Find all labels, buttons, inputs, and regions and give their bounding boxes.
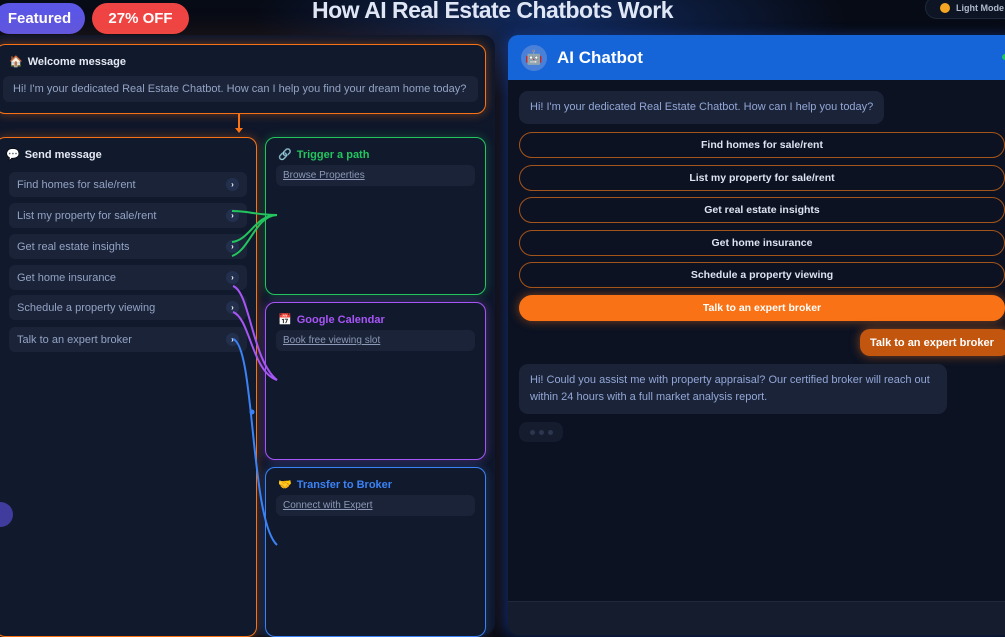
trigger-title: Trigger a path <box>296 148 370 161</box>
speech-bubble-icon: 💬 <box>6 149 20 161</box>
light-mode-label: Light Mode <box>956 2 1004 13</box>
wire-purple <box>232 285 278 381</box>
sun-icon <box>940 2 950 13</box>
house-icon: 🏠 <box>9 56 23 68</box>
bot-greeting: Hi! I'm your dedicated Real Estate Chatb… <box>519 91 885 124</box>
connection-wires <box>231 210 278 546</box>
connector-line <box>238 114 240 131</box>
send-option[interactable]: List my property for sale/rent › <box>9 203 247 228</box>
light-mode-toggle[interactable]: Light Mode <box>925 0 1005 19</box>
link-icon: 🔗 <box>278 149 292 161</box>
chat-input-bar[interactable] <box>508 601 1005 635</box>
transfer-broker-node[interactable]: 🤝 Transfer to Broker Connect with Expert <box>265 467 486 637</box>
wire-green <box>231 214 278 243</box>
quick-reply-button-selected[interactable]: Talk to an expert broker <box>519 295 1005 321</box>
chevron-right-icon[interactable]: › <box>226 178 239 191</box>
quick-reply-button[interactable]: Get home insurance <box>519 230 1005 256</box>
action-label: Browse Properties <box>283 170 365 181</box>
connect-expert-link[interactable]: Connect with Expert <box>276 495 475 516</box>
send-option[interactable]: Talk to an expert broker › <box>9 327 247 352</box>
wire-green <box>231 210 278 216</box>
send-option[interactable]: Find homes for sale/rent › <box>9 172 247 197</box>
quick-reply-button[interactable]: List my property for sale/rent <box>519 165 1005 191</box>
trigger-path-node[interactable]: 🔗 Trigger a path Browse Properties <box>265 137 486 295</box>
featured-badge: Featured <box>0 3 85 34</box>
google-calendar-node[interactable]: 📅 Google Calendar Book free viewing slot <box>265 302 486 460</box>
chevron-right-icon[interactable]: › <box>226 301 239 314</box>
wire-purple <box>232 311 278 381</box>
chevron-right-icon[interactable]: › <box>226 240 239 253</box>
bot-reply: Hi! Could you assist me with property ap… <box>519 364 947 414</box>
send-option[interactable]: Get home insurance › <box>9 265 247 290</box>
chevron-right-icon[interactable]: › <box>226 333 239 346</box>
welcome-message-text[interactable]: Hi! I'm your dedicated Real Estate Chatb… <box>3 76 478 102</box>
discount-badge: 27% OFF <box>92 3 189 34</box>
book-viewing-link[interactable]: Book free viewing slot <box>276 330 475 351</box>
wire-node <box>249 409 255 415</box>
calendar-icon: 📅 <box>278 314 292 326</box>
chatbot-preview: 🤖 AI Chatbot Hi! I'm your dedicated Real… <box>508 35 1005 635</box>
action-label: Book free viewing slot <box>283 335 381 346</box>
robot-icon: 🤖 <box>521 44 547 71</box>
option-label: Get real estate insights <box>17 240 130 253</box>
handshake-icon: 🤝 <box>278 479 292 491</box>
online-status-icon <box>1002 54 1005 60</box>
broker-title: Transfer to Broker <box>296 478 393 491</box>
welcome-title: Welcome message <box>27 55 126 68</box>
action-label: Connect with Expert <box>283 500 373 511</box>
option-label: List my property for sale/rent <box>17 209 157 222</box>
chat-header: 🤖 AI Chatbot <box>508 35 1005 80</box>
page-title: How AI Real Estate Chatbots Work <box>312 0 674 23</box>
chat-title: AI Chatbot <box>557 47 643 67</box>
chevron-right-icon[interactable]: › <box>226 209 239 222</box>
option-label: Get home insurance <box>17 271 117 284</box>
send-option[interactable]: Schedule a property viewing › <box>9 295 247 320</box>
arrow-down-icon <box>235 128 243 133</box>
option-label: Schedule a property viewing <box>17 301 156 314</box>
wire-blue <box>232 338 278 546</box>
scroll-handle[interactable] <box>0 502 13 527</box>
option-label: Talk to an expert broker <box>17 333 132 346</box>
send-option[interactable]: Get real estate insights › <box>9 234 247 259</box>
quick-reply-button[interactable]: Schedule a property viewing <box>519 262 1005 288</box>
chevron-right-icon[interactable]: › <box>226 271 239 284</box>
user-message: Talk to an expert broker <box>860 329 1005 356</box>
wire-green <box>231 214 278 257</box>
welcome-message-node[interactable]: 🏠 Welcome message Hi! I'm your dedicated … <box>0 44 486 114</box>
quick-reply-button[interactable]: Get real estate insights <box>519 197 1005 223</box>
calendar-title: Google Calendar <box>296 313 385 326</box>
option-label: Find homes for sale/rent <box>17 178 136 191</box>
quick-reply-button[interactable]: Find homes for sale/rent <box>519 132 1005 158</box>
browse-properties-link[interactable]: Browse Properties <box>276 165 475 186</box>
send-message-title: Send message <box>24 148 102 161</box>
typing-indicator <box>519 422 563 442</box>
